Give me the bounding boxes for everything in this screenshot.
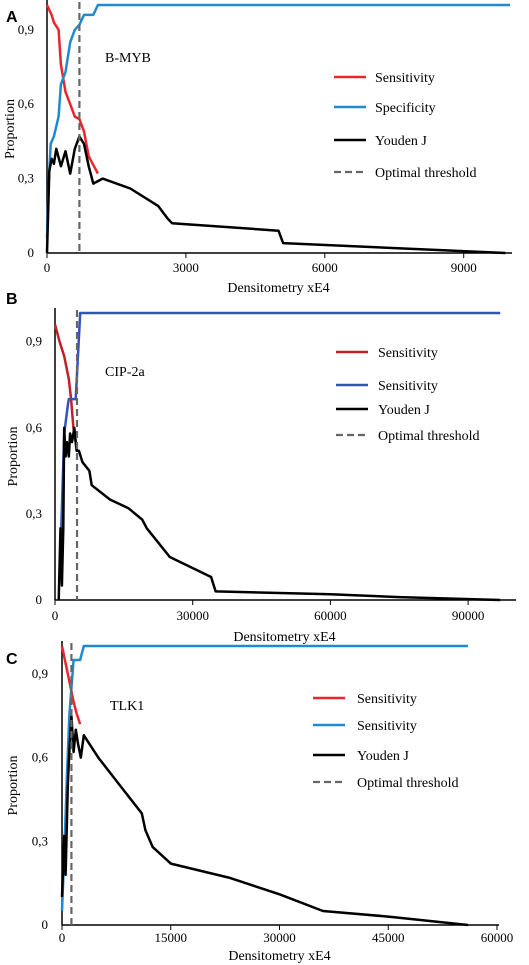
x-tick-label: 0 bbox=[52, 608, 59, 623]
y-tick-label: 0,9 bbox=[26, 334, 42, 349]
y-tick-label: 0,6 bbox=[32, 750, 49, 765]
legend-label: Optimal threshold bbox=[357, 776, 459, 791]
series-line-youden-j bbox=[45, 135, 506, 255]
y-tick-label: 0,6 bbox=[26, 420, 43, 435]
y-axis-title: Proportion bbox=[6, 756, 21, 816]
gene-annotation: TLK1 bbox=[110, 699, 144, 714]
x-tick-label: 90000 bbox=[452, 608, 485, 623]
panel-letter: A bbox=[6, 9, 18, 26]
y-tick-label: 0 bbox=[36, 592, 43, 607]
y-axis-title: Proportion bbox=[3, 99, 18, 159]
y-axis-title: Proportion bbox=[6, 427, 21, 487]
x-tick-label: 60000 bbox=[314, 608, 347, 623]
y-tick-label: 0 bbox=[28, 245, 35, 260]
x-tick-label: 6000 bbox=[312, 260, 338, 275]
x-tick-label: 60000 bbox=[481, 930, 514, 945]
legend-label: Specificity bbox=[375, 101, 436, 116]
x-tick-label: 30000 bbox=[263, 930, 296, 945]
legend-label: Sensitivity bbox=[378, 346, 438, 361]
legend-label: Optimal threshold bbox=[378, 429, 480, 444]
series-line-youden-j bbox=[60, 714, 469, 927]
panel-letter: B bbox=[6, 291, 18, 308]
chart-panel-b: B 0 30000 60000 90000 0 0,3 0,6 0,9 Densitometry … bbox=[6, 291, 516, 645]
legend-label: Youden J bbox=[375, 134, 427, 149]
x-tick-label: 0 bbox=[59, 930, 66, 945]
y-tick-label: 0 bbox=[42, 917, 49, 932]
x-tick-label: 3000 bbox=[173, 260, 199, 275]
gene-annotation: CIP-2a bbox=[105, 365, 145, 380]
legend-label: Sensitivity bbox=[375, 71, 435, 86]
x-axis-title: Densitometry xE4 bbox=[233, 630, 335, 645]
legend-label: Sensitivity bbox=[357, 692, 417, 707]
series-line-sensitivity bbox=[45, 4, 100, 175]
series-line-youden-j bbox=[57, 426, 501, 602]
series-line-sensitivity bbox=[58, 311, 501, 578]
series-line-specificity bbox=[45, 3, 510, 239]
panel-letter: C bbox=[6, 651, 18, 668]
chart-panel-c: C 0 15000 30000 45000 60000 0 0,3 0,6 0,9 Densitom… bbox=[6, 641, 513, 964]
x-axis-title: Densitometry xE4 bbox=[227, 281, 329, 296]
gene-annotation: B-MYB bbox=[105, 51, 151, 66]
legend-label: Youden J bbox=[378, 403, 430, 418]
y-tick-label: 0,6 bbox=[18, 96, 35, 111]
legend-label: Sensitivity bbox=[378, 379, 438, 394]
y-tick-label: 0,3 bbox=[32, 833, 48, 848]
y-tick-label: 0,3 bbox=[18, 171, 34, 186]
x-tick-label: 45000 bbox=[372, 930, 405, 945]
chart-panel-a: A 0 3000 6000 9000 0 0,3 0,6 0,9 Densitometry xE4… bbox=[3, 0, 512, 296]
legend-label: Sensitivity bbox=[357, 719, 417, 734]
x-tick-label: 15000 bbox=[155, 930, 188, 945]
series-line-sensitivity bbox=[60, 644, 468, 912]
legend-label: Youden J bbox=[357, 749, 409, 764]
x-axis-title: Densitometry xE4 bbox=[228, 949, 330, 964]
x-tick-label: 0 bbox=[44, 260, 51, 275]
legend-label: Optimal threshold bbox=[375, 166, 477, 181]
y-tick-label: 0,3 bbox=[26, 506, 42, 521]
x-tick-label: 30000 bbox=[176, 608, 209, 623]
y-tick-label: 0,9 bbox=[18, 22, 34, 37]
y-tick-label: 0,9 bbox=[32, 666, 48, 681]
x-tick-label: 9000 bbox=[451, 260, 477, 275]
